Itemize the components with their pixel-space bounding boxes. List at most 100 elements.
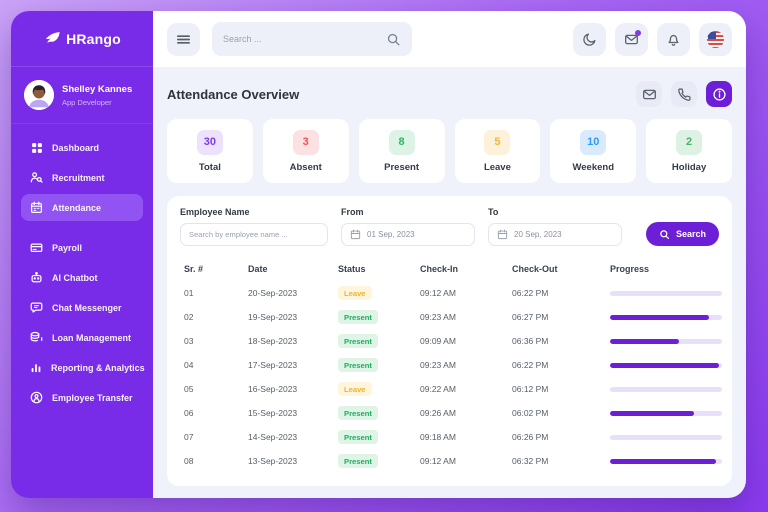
progress-fill (610, 338, 680, 344)
nav-item[interactable]: Employee Transfer (21, 384, 143, 411)
page-title: Attendance Overview (167, 86, 300, 102)
stat-card: 2 Holiday (646, 119, 732, 183)
stat-value: 30 (196, 129, 223, 155)
cell-sr: 06 (184, 408, 194, 418)
table-row[interactable]: 06 15-Sep-2023 Present 09:26 AM 06:02 PM (180, 401, 722, 425)
calendar-icon (350, 229, 361, 240)
nav-item[interactable]: AI Chatbot (21, 264, 143, 291)
stat-label: Absent (289, 161, 322, 173)
cell-date: 17-Sep-2023 (248, 360, 298, 370)
ai-chatbot-icon (30, 271, 43, 284)
to-date-field: To 20 Sep, 2023 (488, 207, 622, 246)
cell-checkin: 09:09 AM (420, 336, 456, 346)
app-window: HRango Shelley Kannes App Developer Das (11, 11, 746, 498)
table-header: Sr. # Date Status Check-In Check-Out Progress (180, 257, 719, 281)
topbar-action-button[interactable] (699, 22, 732, 56)
search-button[interactable]: Search (645, 222, 719, 246)
status-badge: Present (338, 334, 378, 348)
from-date-input[interactable]: 01 Sep, 2023 (341, 223, 475, 246)
table-row[interactable]: 01 20-Sep-2023 Leave 09:12 AM 06:22 PM (180, 281, 722, 305)
nav-item[interactable]: Payroll (21, 234, 143, 261)
nav-item-label: Attendance (52, 202, 102, 213)
menu-icon (175, 31, 192, 48)
progress-bar (610, 338, 722, 344)
mail-icon (642, 87, 657, 102)
cell-date: 15-Sep-2023 (248, 408, 298, 418)
nav-item-label: Dashboard (52, 142, 100, 153)
menu-button[interactable] (167, 22, 200, 56)
cell-sr: 02 (184, 312, 194, 322)
reporting-analytics-icon (30, 361, 42, 374)
topbar-action-button[interactable] (615, 22, 648, 56)
header-action-button[interactable] (706, 81, 732, 107)
cell-checkout: 06:22 PM (512, 360, 549, 370)
loan-management-icon (30, 331, 43, 344)
topbar-action-button[interactable] (657, 22, 690, 56)
table-row[interactable]: 03 18-Sep-2023 Present 09:09 AM 06:36 PM (180, 329, 722, 353)
nav-item[interactable]: Attendance (21, 194, 143, 221)
topbar-actions (573, 22, 732, 56)
cell-checkout: 06:12 PM (512, 384, 549, 394)
user-name: Shelley Kannes (62, 83, 133, 95)
nav-item-label: Loan Management (52, 332, 132, 343)
search-small-icon (659, 229, 670, 240)
nav-item[interactable]: Chat Messenger (21, 294, 143, 321)
stat-card: 3 Absent (262, 119, 349, 183)
cell-date: 14-Sep-2023 (248, 432, 298, 442)
column-header: Check-In (420, 264, 459, 274)
user-profile[interactable]: Shelley Kannes App Developer (11, 67, 153, 124)
stat-value: 5 (484, 129, 511, 155)
nav-item[interactable]: Recruitment (21, 164, 143, 191)
main-area: Attendance Overview 30 Total (153, 11, 746, 498)
table-row[interactable]: 02 19-Sep-2023 Present 09:23 AM 06:27 PM (180, 305, 722, 329)
cell-checkout: 06:36 PM (512, 336, 549, 346)
header-action-button[interactable] (671, 81, 697, 107)
stat-value: 8 (388, 129, 415, 155)
table-row[interactable]: 07 14-Sep-2023 Present 09:18 AM 06:26 PM (180, 425, 722, 449)
cell-checkin: 09:12 AM (420, 288, 456, 298)
nav-item-label: Employee Transfer (52, 392, 133, 403)
nav-item[interactable]: Reporting & Analytics (21, 354, 145, 381)
topbar (153, 11, 746, 67)
stat-label: Leave (483, 161, 511, 173)
cell-checkin: 09:12 AM (420, 456, 456, 466)
search-icon (386, 32, 401, 47)
table-row[interactable]: 08 13-Sep-2023 Present 09:12 AM 06:32 PM (180, 449, 722, 473)
mail-icon (624, 32, 639, 47)
status-badge: Present (338, 358, 378, 372)
attendance-panel: Employee Name From 01 Sep, 2023 To (167, 196, 732, 486)
employee-name-field: Employee Name (180, 207, 328, 246)
global-search (212, 22, 412, 56)
brand-logo: HRango (11, 11, 153, 67)
column-header: Check-Out (512, 264, 558, 274)
calendar-icon (497, 229, 508, 240)
status-badge: Present (338, 310, 378, 324)
chat-messenger-icon (30, 301, 43, 314)
status-badge: Present (338, 430, 378, 444)
header-action-button[interactable] (636, 81, 662, 107)
wing-logo-icon (43, 31, 62, 46)
progress-bar (610, 314, 722, 320)
to-date-value: 20 Sep, 2023 (514, 230, 562, 239)
to-date-input[interactable]: 20 Sep, 2023 (488, 223, 622, 246)
cell-checkin: 09:26 AM (420, 408, 456, 418)
stat-label: Present (384, 161, 419, 173)
employee-name-input[interactable] (180, 223, 328, 246)
content: Attendance Overview 30 Total (153, 67, 746, 498)
payroll-icon (30, 241, 43, 254)
cell-date: 13-Sep-2023 (248, 456, 298, 466)
cell-date: 19-Sep-2023 (248, 312, 298, 322)
progress-fill (610, 458, 717, 464)
table-row[interactable]: 04 17-Sep-2023 Present 09:23 AM 06:22 PM (180, 353, 722, 377)
stat-card: 10 Weekend (550, 119, 637, 183)
progress-bar (610, 434, 722, 440)
table-row[interactable]: 05 16-Sep-2023 Leave 09:22 AM 06:12 PM (180, 377, 722, 401)
nav-item-label: Payroll (52, 242, 83, 253)
attendance-icon (30, 201, 43, 214)
bell-icon (666, 32, 681, 47)
topbar-action-button[interactable] (573, 22, 606, 56)
search-input[interactable] (223, 34, 378, 44)
status-badge: Present (338, 454, 378, 468)
nav-item[interactable]: Loan Management (21, 324, 143, 351)
nav-item[interactable]: Dashboard (21, 134, 143, 161)
